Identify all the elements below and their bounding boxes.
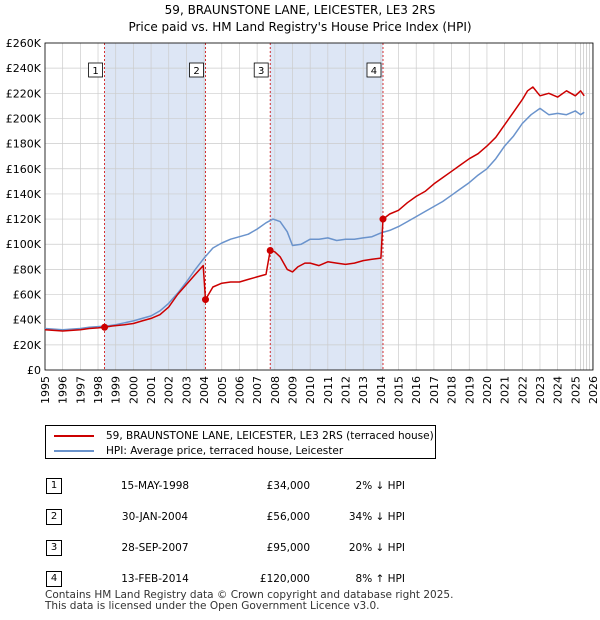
sale-date: 13-FEB-2014 [121, 572, 189, 585]
sale-number-box [253, 62, 269, 78]
sale-price: £34,000 [266, 479, 310, 492]
y-tick-label: £240K [6, 62, 42, 75]
x-tick-label: 2011 [322, 376, 335, 404]
sale-price: £95,000 [266, 541, 310, 554]
y-tick-label: £40K [13, 314, 42, 327]
x-tick-label: 1996 [57, 376, 70, 404]
sale-number-box [88, 62, 103, 78]
sale-number-label: 3 [258, 66, 264, 77]
x-tick-label: 2020 [481, 376, 494, 404]
x-tick-label: 2026 [587, 376, 600, 404]
legend-swatch-hpi [54, 450, 94, 452]
x-tick-label: 1998 [92, 376, 105, 404]
y-tick-label: £180K [6, 138, 42, 151]
sale-point [101, 323, 109, 331]
x-tick-label: 2005 [216, 376, 229, 404]
x-tick-label: 2017 [428, 376, 441, 404]
sale-hpi-diff: 2% ↓ HPI [355, 479, 405, 492]
x-tick-label: 2004 [198, 376, 211, 404]
table-row: 1 15-MAY-1998 £34,000 2% ↓ HPI [40, 470, 405, 501]
x-tick-label: 2009 [286, 376, 299, 404]
footer-line-2: This data is licensed under the Open Gov… [45, 600, 380, 612]
y-tick-label: £120K [6, 213, 42, 226]
sale-number-label: 4 [371, 66, 377, 77]
sale-period-band [270, 43, 383, 370]
sale-number-box [189, 62, 204, 78]
chart-legend: 59, BRAUNSTONE LANE, LEICESTER, LE3 2RS … [45, 425, 436, 459]
x-tick-label: 2012 [340, 376, 353, 404]
sales-table: 1 15-MAY-1998 £34,000 2% ↓ HPI 2 30-JAN-… [40, 470, 405, 594]
sale-number-badge: 2 [46, 508, 62, 525]
plot-border [44, 42, 594, 371]
x-tick-label: 1997 [74, 376, 87, 404]
x-tick-label: 2010 [304, 376, 317, 404]
y-tick-label: £260K [6, 37, 42, 50]
x-tick-label: 2002 [163, 376, 176, 404]
x-tick-label: 2015 [393, 376, 406, 404]
sale-number-box [366, 62, 382, 78]
sale-number-label: 1 [92, 66, 98, 77]
x-tick-label: 2003 [180, 376, 193, 404]
legend-label-hpi: HPI: Average price, terraced house, Leic… [106, 445, 344, 457]
table-row: 3 28-SEP-2007 £95,000 20% ↓ HPI [40, 532, 405, 563]
chart-title: 59, BRAUNSTONE LANE, LEICESTER, LE3 2RS [164, 3, 436, 17]
legend-item-property: 59, BRAUNSTONE LANE, LEICESTER, LE3 2RS … [54, 428, 434, 444]
x-tick-label: 2025 [569, 376, 582, 404]
x-tick-label: 2024 [552, 376, 565, 404]
sale-number-badge: 4 [46, 570, 62, 587]
sale-number-badge: 1 [46, 477, 62, 494]
table-row: 4 13-FEB-2014 £120,000 8% ↑ HPI [40, 563, 405, 594]
legend-label-property: 59, BRAUNSTONE LANE, LEICESTER, LE3 2RS … [106, 430, 434, 442]
series-line-property [44, 86, 585, 332]
legend-item-hpi: HPI: Average price, terraced house, Leic… [54, 443, 343, 459]
sale-point [379, 215, 387, 223]
x-tick-label: 2014 [375, 376, 388, 404]
footer-line-1: Contains HM Land Registry data © Crown c… [45, 589, 454, 601]
x-tick-label: 2019 [463, 376, 476, 404]
x-tick-label: 2013 [357, 376, 370, 404]
x-tick-label: 2016 [410, 376, 423, 404]
footer-attribution: Contains HM Land Registry data © Crown c… [45, 590, 453, 612]
sale-hpi-diff: 34% ↓ HPI [348, 510, 405, 523]
sale-hpi-diff: 20% ↓ HPI [348, 541, 405, 554]
x-tick-label: 2021 [499, 376, 512, 404]
legend-swatch-property [54, 435, 94, 437]
x-tick-label: 2001 [145, 376, 158, 404]
sale-number-label: 2 [193, 66, 199, 77]
chart-subtitle: Price paid vs. HM Land Registry's House … [128, 20, 472, 34]
sale-hpi-diff: 8% ↑ HPI [355, 572, 405, 585]
series-line-hpi [44, 107, 585, 331]
y-tick-label: £140K [6, 188, 42, 201]
x-tick-label: 2023 [534, 376, 547, 404]
table-row: 2 30-JAN-2004 £56,000 34% ↓ HPI [40, 501, 405, 532]
x-tick-label: 1999 [110, 376, 123, 404]
sale-period-band [104, 43, 206, 370]
sale-date: 15-MAY-1998 [120, 479, 190, 492]
x-tick-label: 2022 [516, 376, 529, 404]
y-tick-label: £0 [27, 364, 41, 377]
sale-point [202, 296, 210, 304]
sale-price: £120,000 [259, 572, 310, 585]
y-tick-label: £200K [6, 112, 42, 125]
sale-number-badge: 3 [46, 539, 62, 556]
price-chart: £0 £20K £40K £60K £80K £100K £120K £140K £160K £1… [6, 37, 600, 404]
y-tick-label: £20K [13, 339, 42, 352]
x-tick-label: 2000 [127, 376, 140, 404]
sale-point [266, 247, 274, 255]
x-tick-label: 2007 [251, 376, 264, 404]
sale-date: 30-JAN-2004 [121, 510, 189, 523]
x-tick-label: 1995 [39, 376, 52, 404]
x-tick-label: 2008 [269, 376, 282, 404]
y-tick-label: £220K [6, 87, 42, 100]
x-tick-label: 2018 [446, 376, 459, 404]
sale-date: 28-SEP-2007 [121, 541, 189, 554]
y-tick-label: £160K [6, 163, 42, 176]
y-tick-label: £100K [6, 238, 42, 251]
y-tick-label: £60K [13, 289, 42, 302]
x-tick-label: 2006 [233, 376, 246, 404]
sale-price: £56,000 [266, 510, 310, 523]
y-tick-label: £80K [13, 263, 42, 276]
